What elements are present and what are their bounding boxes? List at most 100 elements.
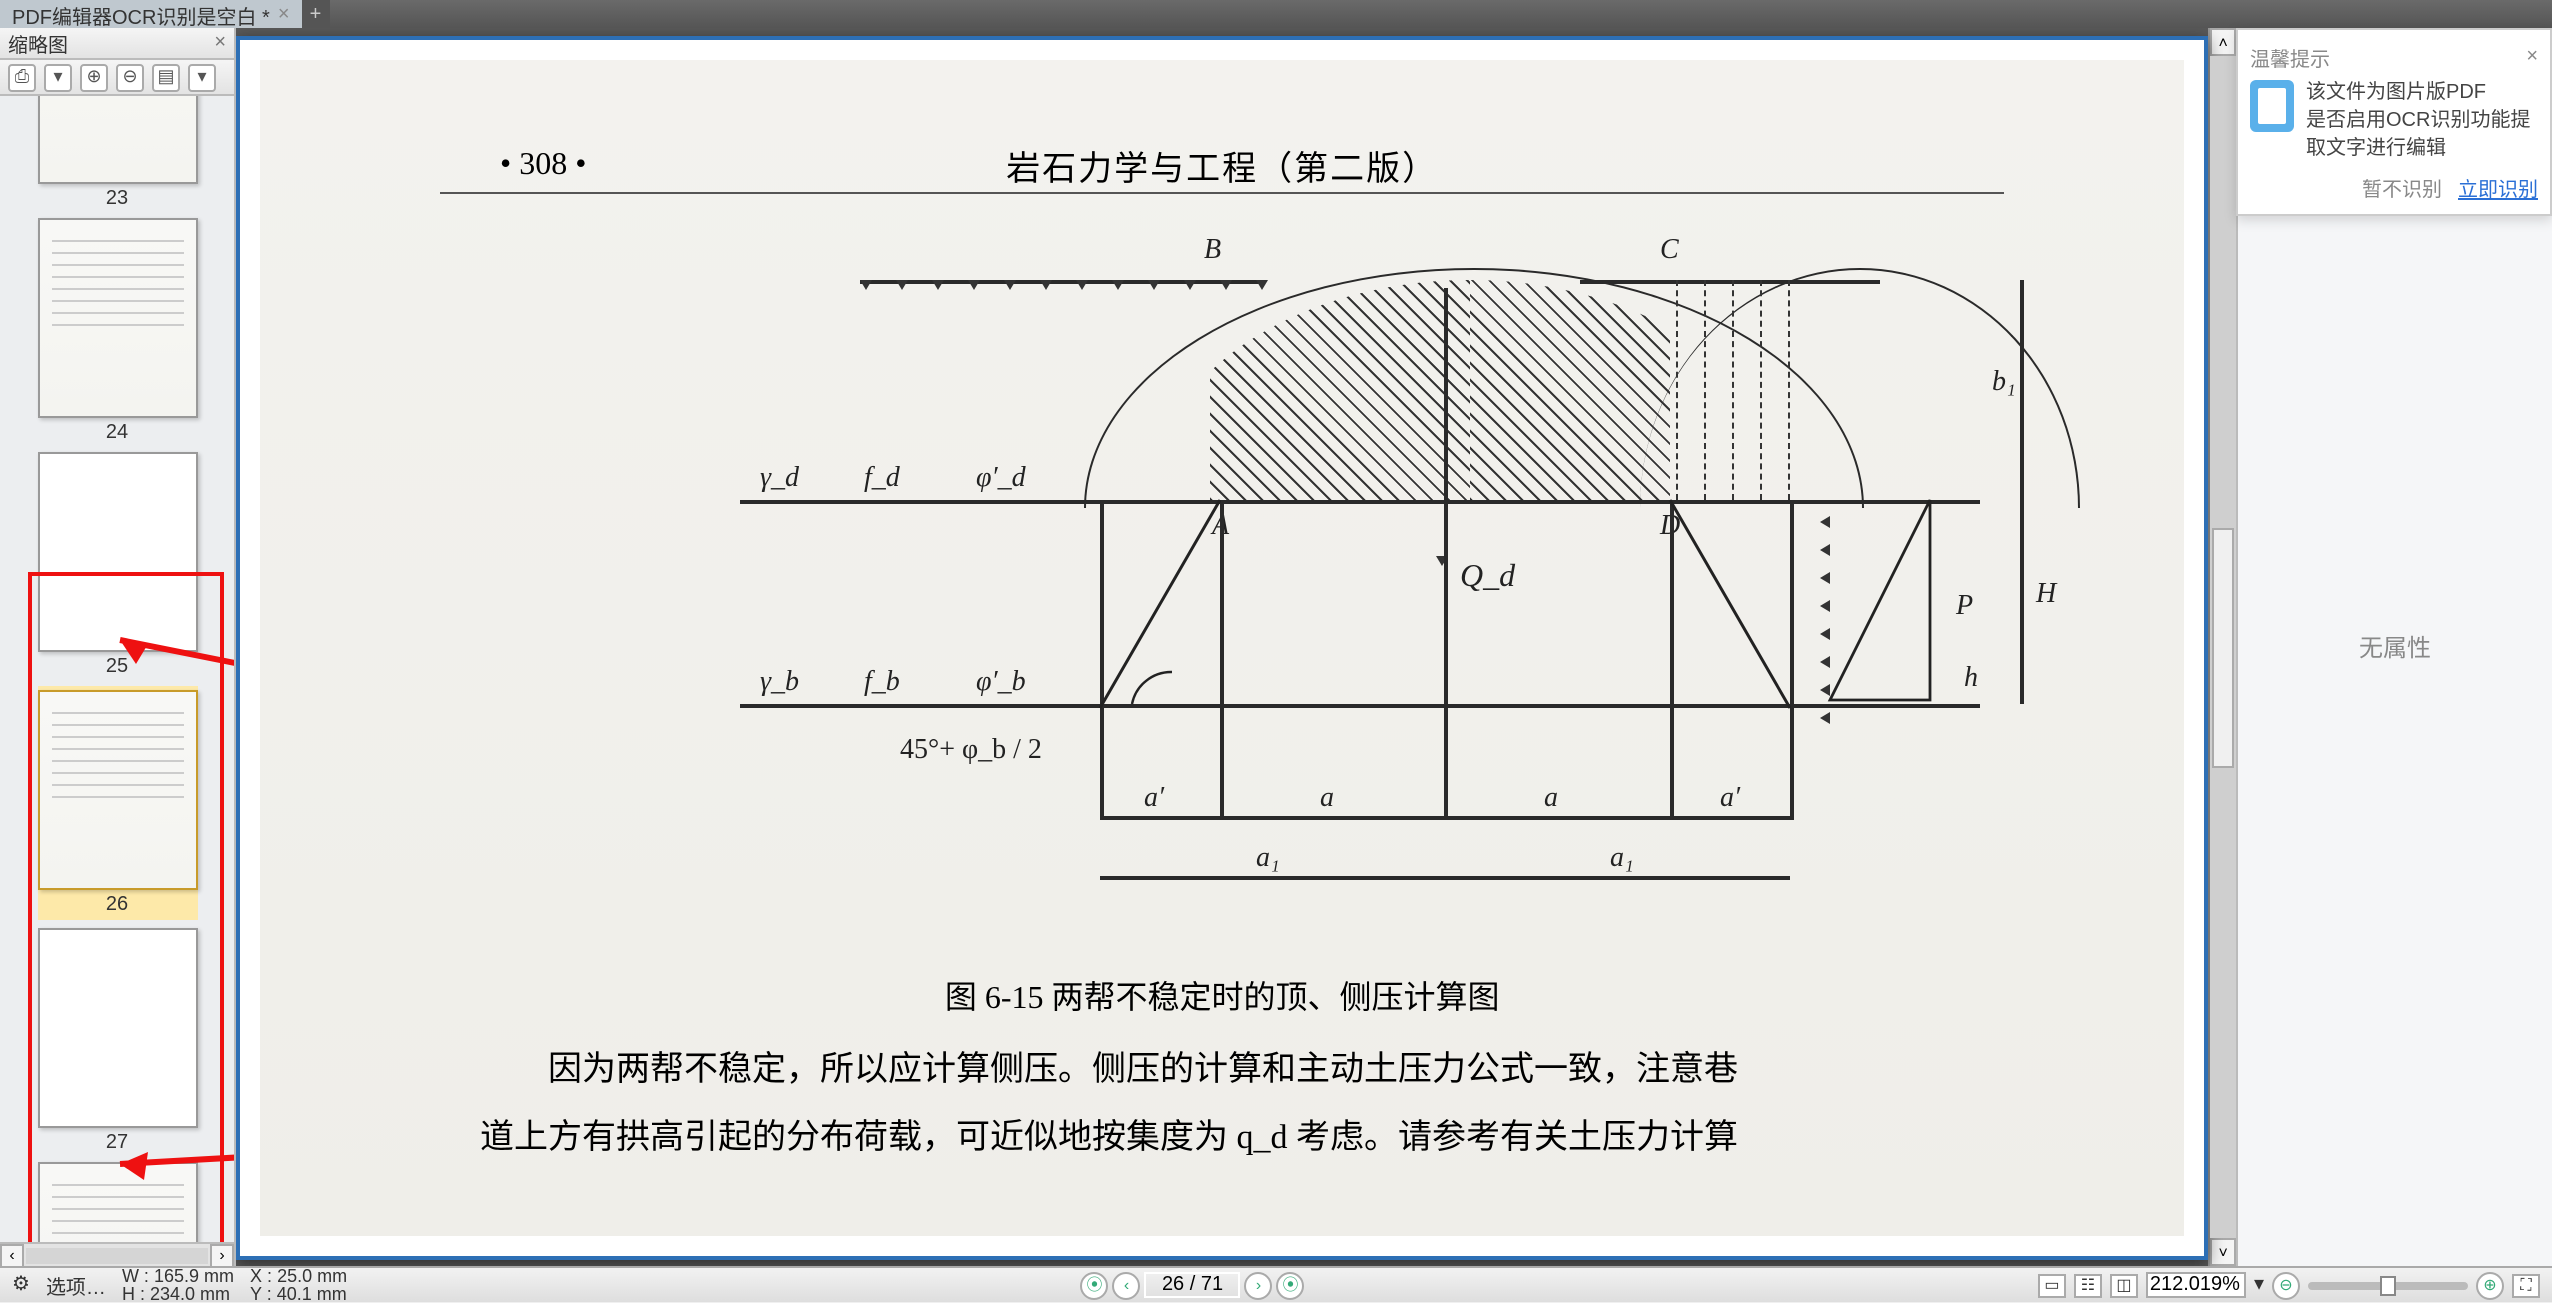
figure-caption: 图 6-15 两帮不稳定时的顶、侧压计算图 [260, 970, 2184, 1018]
page-number-field[interactable] [1145, 1272, 1241, 1298]
thumbnail-page-23[interactable]: 23 [37, 96, 197, 210]
pressure-prism [1810, 500, 1950, 708]
thumbnail-page-27[interactable]: 27 [37, 928, 197, 1154]
label-a1-r: a₁ [1610, 844, 1634, 876]
status-options-button[interactable]: 选项… [46, 1270, 106, 1300]
status-size: W : 165.9 mm H : 234.0 mm [122, 1267, 234, 1303]
view-continuous-icon[interactable]: ☷ [2074, 1273, 2102, 1297]
status-left: ⚙ 选项… W : 165.9 mm H : 234.0 mm X : 25.0… [0, 1267, 347, 1303]
thumbnail-preview [37, 1162, 197, 1242]
scroll-down-icon[interactable]: ˅ [2210, 1238, 2236, 1266]
zoom-out-icon[interactable]: ⊖ [2272, 1271, 2300, 1299]
label-a-r: a [1544, 784, 1558, 816]
header-rule [440, 192, 2004, 194]
scroll-up-icon[interactable]: ˄ [2210, 28, 2236, 56]
document-tab[interactable]: PDF编辑器OCR识别是空白 * × [0, 0, 302, 28]
notification-line1: 该文件为图片版PDF [2306, 80, 2538, 108]
scroll-left-icon[interactable]: ‹ [0, 1243, 24, 1267]
X-value: 25.0 mm [277, 1265, 347, 1285]
label-b1: b₁ [1992, 368, 2016, 400]
W-value: 165.9 mm [154, 1265, 234, 1285]
thumbnail-preview [37, 452, 197, 652]
thumb-more-icon[interactable]: ▾ [188, 63, 216, 91]
canvas-area: • 308 • 岩石力学与工程（第二版） [236, 28, 2236, 1266]
thumbnail-toolbar: ⎙ ▾ ⊕ ⊖ ▤ ▾ [0, 60, 234, 96]
H-label: H : [122, 1283, 145, 1303]
zoom-field[interactable] [2146, 1272, 2246, 1298]
thumb-dropdown-icon[interactable]: ▾ [44, 63, 72, 91]
thumb-zoom-out-icon[interactable]: ⊖ [116, 63, 144, 91]
app-root: PDF编辑器OCR识别是空白 * × + 缩略图 × ⎙ ▾ ⊕ ⊖ ▤ ▾ 2… [0, 0, 2552, 1302]
thumbnail-list[interactable]: 23 24 25 26 27 28 [0, 96, 234, 1242]
thumbnail-preview [37, 690, 197, 890]
thumbnail-number: 26 [37, 894, 197, 916]
body-line-2: 道上方有拱高引起的分布荷载，可近似地按集度为 q_d 考虑。请参考有关土压力计算 [480, 1108, 2004, 1169]
status-right: ▭ ☷ ◫ ▾ ⊖ ⊕ ⛶ [2038, 1271, 2552, 1299]
thumbnail-header: 缩略图 × [0, 28, 234, 60]
thumbnail-panel: 缩略图 × ⎙ ▾ ⊕ ⊖ ▤ ▾ 23 24 25 26 27 28 [0, 28, 236, 1266]
label-a-l: a [1320, 784, 1334, 816]
zoom-dropdown-icon[interactable]: ▾ [2254, 1274, 2264, 1296]
figure-diagram: B C A D Q_d [620, 240, 1900, 920]
thumbnail-number: 24 [37, 422, 197, 444]
notification-doc-icon [2250, 80, 2294, 132]
label-f-d: f_d [864, 464, 900, 496]
nav-last-icon[interactable]: ⦿ [1277, 1271, 1305, 1299]
view-facing-icon[interactable]: ◫ [2110, 1273, 2138, 1297]
thumbnail-page-26[interactable]: 26 [37, 686, 197, 920]
thumbnail-title: 缩略图 [8, 28, 68, 58]
label-angle: 45°+ φ_b / 2 [900, 736, 1042, 768]
thumbnail-preview [37, 96, 197, 184]
thumbnail-number: 25 [37, 656, 197, 678]
thumbnail-close-icon[interactable]: × [214, 32, 226, 54]
H-value: 234.0 mm [150, 1283, 230, 1303]
label-aprime-r: a′ [1720, 784, 1740, 816]
nav-first-icon[interactable]: ⦿ [1081, 1271, 1109, 1299]
view-single-icon[interactable]: ▭ [2038, 1273, 2066, 1297]
running-title: 岩石力学与工程（第二版） [1006, 140, 1438, 190]
properties-empty-label: 无属性 [2359, 630, 2431, 664]
fullscreen-icon[interactable]: ⛶ [2512, 1273, 2540, 1297]
notification-close-icon[interactable]: × [2526, 46, 2538, 68]
v-scroll-track[interactable] [2210, 56, 2236, 1238]
Y-label: Y : [250, 1283, 272, 1303]
label-h: h [1964, 664, 1978, 696]
thumb-zoom-in-icon[interactable]: ⊕ [80, 63, 108, 91]
thumbnail-page-28[interactable]: 28 [37, 1162, 197, 1242]
label-H: H [2036, 580, 2056, 612]
nav-prev-icon[interactable]: ‹ [1113, 1271, 1141, 1299]
label-phi-d: φ′_d [976, 464, 1026, 496]
new-tab-button[interactable]: + [302, 0, 330, 28]
v-scroll-thumb[interactable] [2212, 529, 2234, 769]
zoom-in-icon[interactable]: ⊕ [2476, 1271, 2504, 1299]
gear-icon[interactable]: ⚙ [12, 1274, 30, 1296]
thumb-layout-icon[interactable]: ▤ [152, 63, 180, 91]
page-number-marker: • 308 • [500, 147, 586, 183]
notification-go-button[interactable]: 立即识别 [2458, 172, 2538, 202]
thumbnail-h-scroll[interactable]: ‹ › [0, 1242, 234, 1266]
zoom-slider[interactable] [2308, 1281, 2468, 1289]
running-head-row: • 308 • 岩石力学与工程（第二版） [260, 140, 2184, 190]
page-navigator: ⦿ ‹ › ⦿ [1081, 1271, 1305, 1299]
zoom-slider-handle[interactable] [2380, 1275, 2396, 1295]
main-row: 缩略图 × ⎙ ▾ ⊕ ⊖ ▤ ▾ 23 24 25 26 27 28 [0, 28, 2552, 1266]
notification-ignore-button[interactable]: 暂不识别 [2362, 172, 2442, 202]
notification-text: 该文件为图片版PDF 是否启用OCR识别功能提取文字进行编辑 [2306, 80, 2538, 164]
thumbnail-number: 27 [37, 1132, 197, 1154]
canvas-viewport[interactable]: • 308 • 岩石力学与工程（第二版） [236, 28, 2236, 1266]
tab-close-icon[interactable]: × [278, 3, 290, 25]
label-B: B [1204, 236, 1221, 268]
status-pos: X : 25.0 mm Y : 40.1 mm [250, 1267, 347, 1303]
thumbnail-page-25[interactable]: 25 [37, 452, 197, 678]
X-label: X : [250, 1265, 272, 1285]
thumbnail-preview [37, 218, 197, 418]
label-P: P [1956, 592, 1973, 624]
nav-next-icon[interactable]: › [1245, 1271, 1273, 1299]
thumbnail-page-24[interactable]: 24 [37, 218, 197, 444]
label-Qd: Q_d [1460, 560, 1515, 596]
canvas-v-scrollbar[interactable]: ˄ ˅ [2208, 28, 2236, 1266]
label-phi-b: φ′_b [976, 668, 1026, 700]
scroll-right-icon[interactable]: › [210, 1243, 234, 1267]
thumb-print-icon[interactable]: ⎙ [8, 63, 36, 91]
scroll-track[interactable] [26, 1247, 208, 1263]
